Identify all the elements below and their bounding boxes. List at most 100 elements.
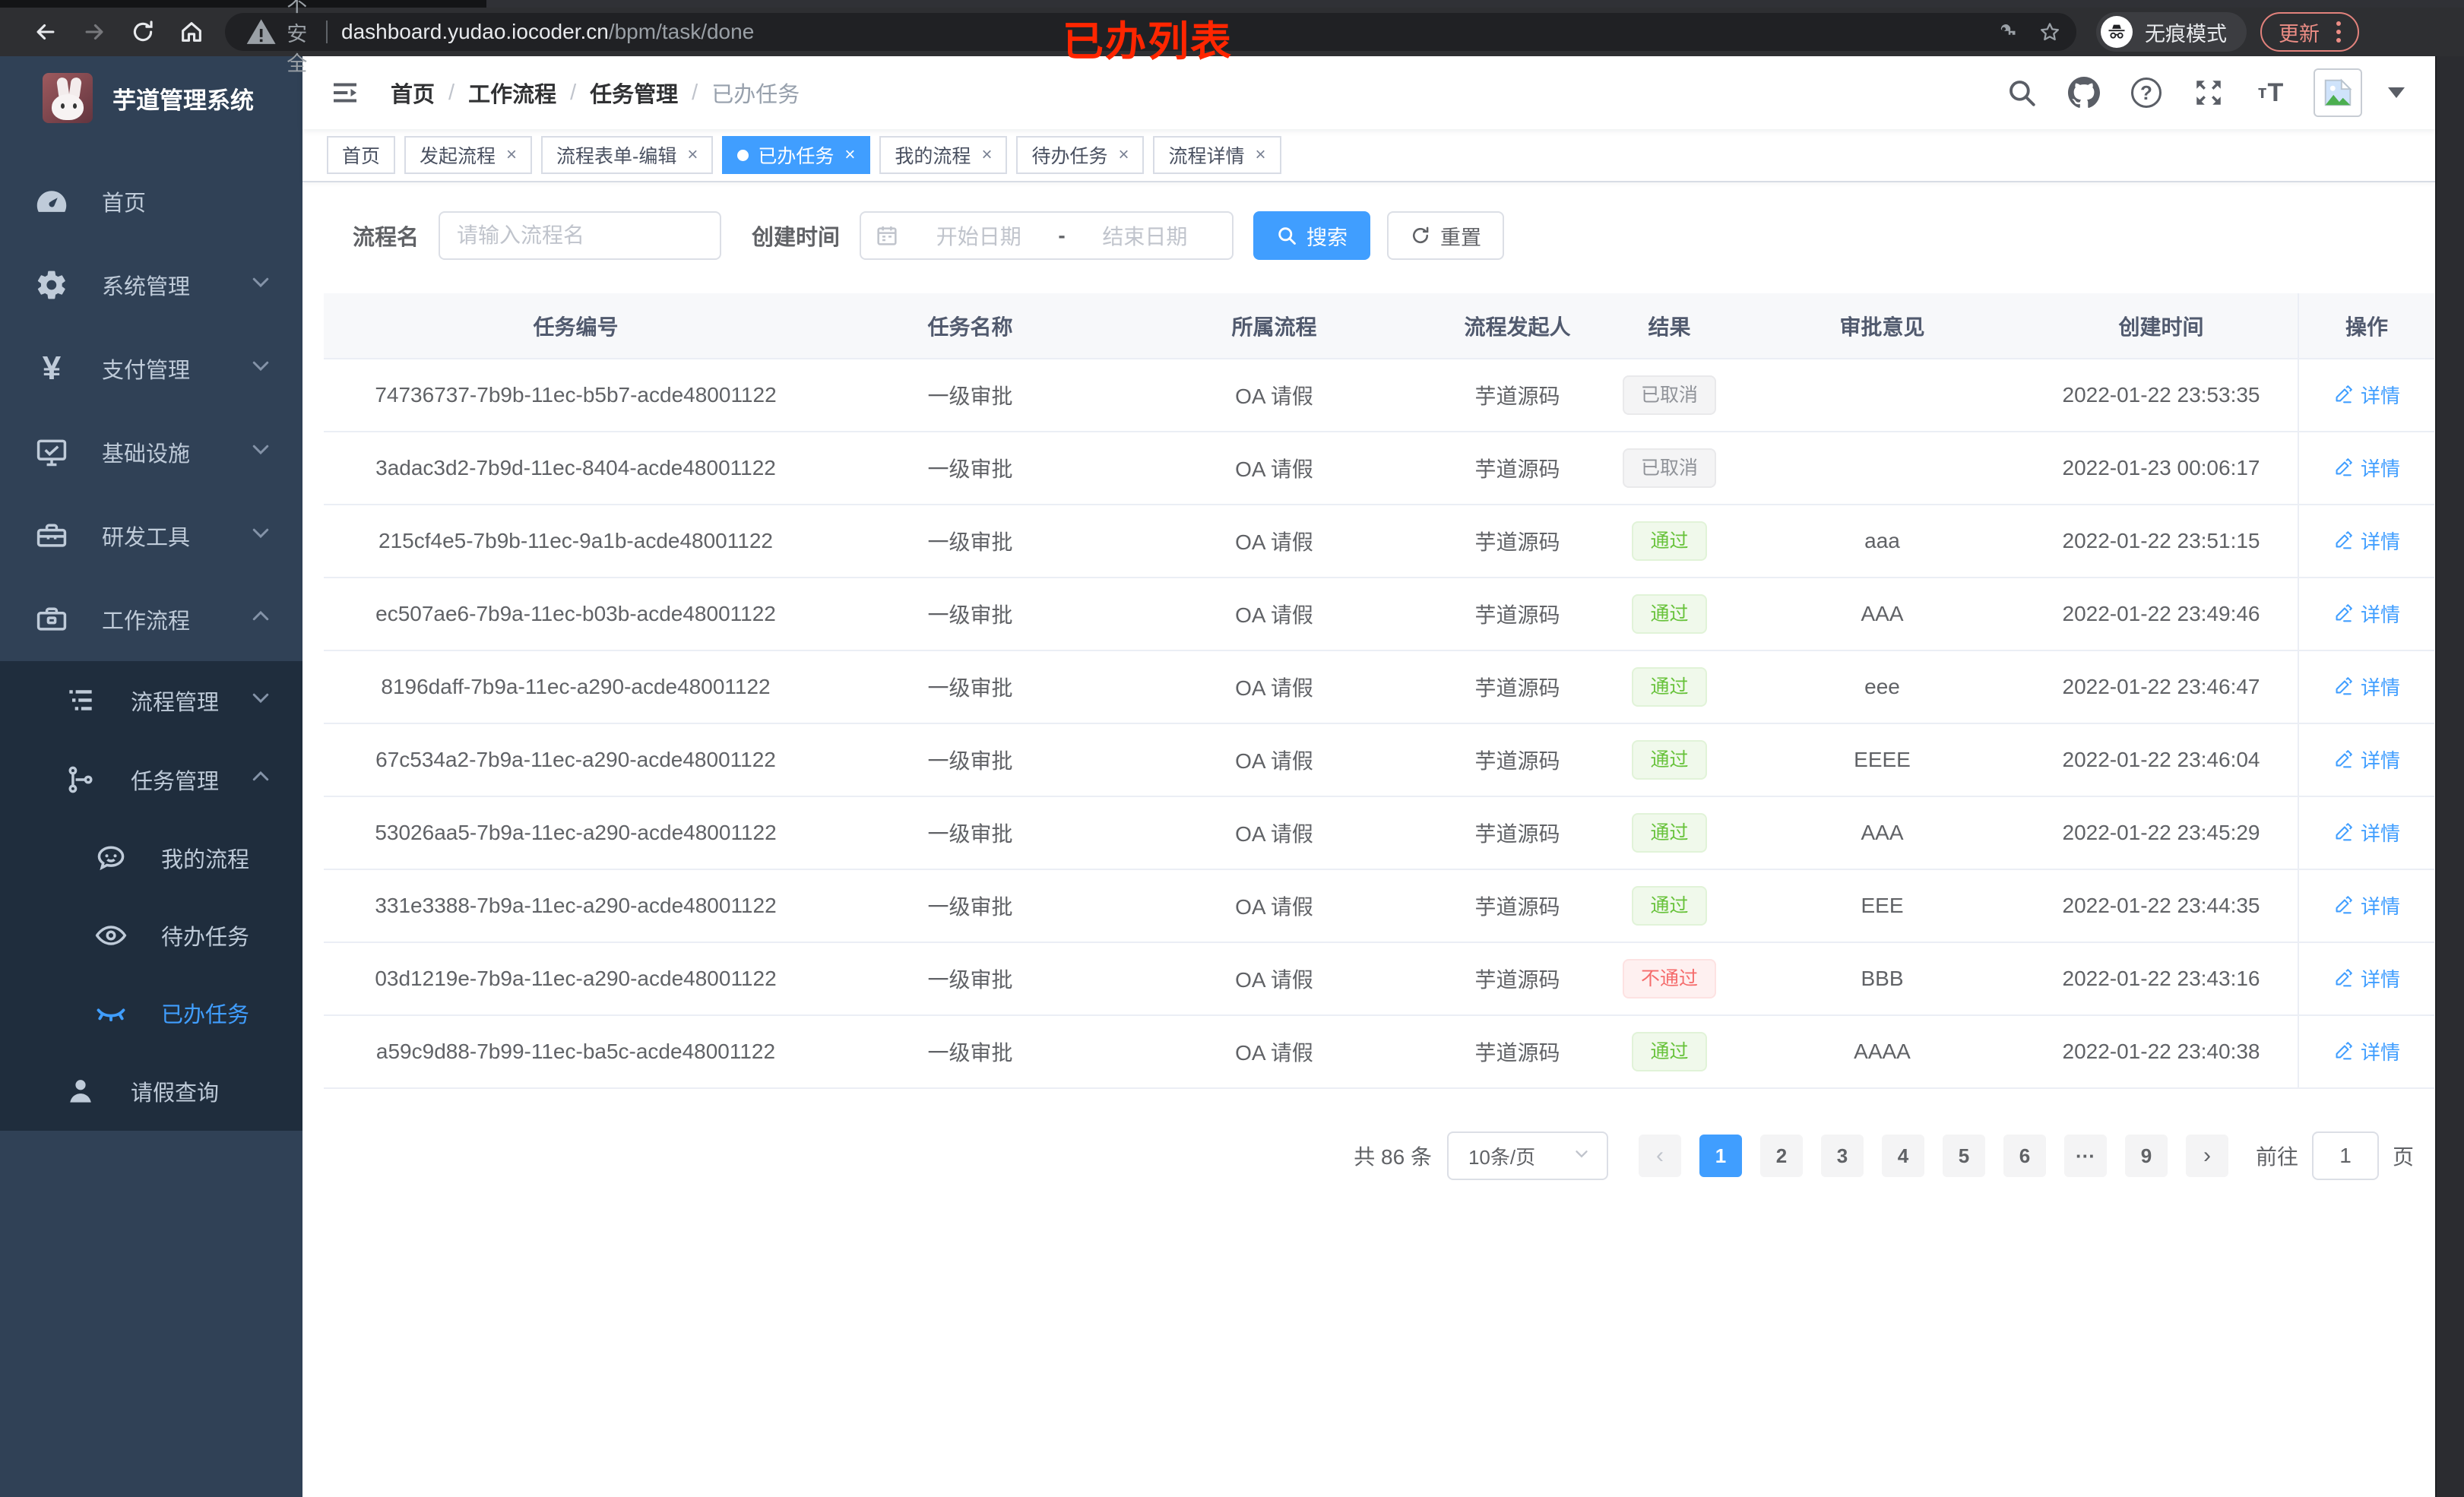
create-time-cell: 2022-01-22 23:49:46 — [2025, 578, 2298, 651]
sidebar-item-home[interactable]: 首页 — [0, 160, 302, 243]
browser-url-bar[interactable]: 不安全 dashboard.yudao.iocoder.cn/bpm/task/… — [225, 0, 2076, 75]
detail-link[interactable]: 详情 — [2333, 891, 2400, 919]
view-tab[interactable]: 待办任务 × — [1016, 136, 1145, 174]
breadcrumb-current: 已办任务 — [711, 83, 800, 107]
comment-cell: EEEE — [1740, 723, 2025, 797]
goto-page-input[interactable] — [2311, 1131, 2379, 1180]
app-logo-row[interactable]: 芋道管理系统 — [0, 56, 302, 138]
github-icon[interactable] — [2064, 73, 2104, 112]
page-size-select[interactable]: 10条/页 — [1446, 1131, 1608, 1180]
detail-link[interactable]: 详情 — [2333, 527, 2400, 555]
avatar-caret-icon[interactable] — [2388, 87, 2405, 98]
browser-menu-icon[interactable] — [2330, 21, 2347, 43]
view-tab[interactable]: 首页 — [327, 136, 396, 174]
browser-forward-button[interactable] — [70, 11, 119, 52]
sidebar-item-label: 请假查询 — [131, 1081, 220, 1106]
sidebar-item-devtools[interactable]: 研发工具 — [0, 494, 302, 578]
task-name-cell: 一级审批 — [828, 505, 1113, 578]
prev-page-button[interactable]: ‹ — [1638, 1135, 1681, 1177]
omnibox-divider — [326, 21, 328, 43]
security-indicator[interactable]: 不安全 — [245, 0, 315, 77]
detail-link[interactable]: 详情 — [2333, 454, 2400, 482]
chevron-down-icon — [249, 271, 272, 299]
browser-active-tab[interactable] — [0, 0, 486, 8]
hamburger-icon[interactable] — [327, 74, 363, 111]
next-page-button[interactable]: › — [2185, 1135, 2228, 1177]
search-button[interactable]: 搜索 — [1253, 211, 1371, 260]
tab-close-icon[interactable]: × — [506, 144, 518, 165]
breadcrumb-home[interactable]: 首页 — [391, 83, 435, 107]
page-number-button[interactable]: 3 — [1820, 1135, 1864, 1177]
sidebar-item-workflow[interactable]: 工作流程 — [0, 578, 302, 661]
page-number-button[interactable]: 2 — [1759, 1135, 1803, 1177]
view-tab[interactable]: 发起流程 × — [404, 136, 533, 174]
process-cell: OA 请假 — [1113, 359, 1436, 432]
bookmark-star-icon[interactable] — [2038, 21, 2061, 43]
sidebar-item-infra[interactable]: 基础设施 — [0, 410, 302, 494]
edit-icon — [2336, 677, 2352, 695]
browser-update-button[interactable]: 更新 — [2260, 12, 2359, 52]
tab-close-icon[interactable]: × — [844, 144, 856, 165]
yen-icon: ¥ — [42, 350, 62, 387]
breadcrumb-task-mgmt[interactable]: 任务管理 — [590, 83, 679, 107]
page-number-button[interactable]: ··· — [2063, 1135, 2107, 1177]
process-cell: OA 请假 — [1113, 505, 1436, 578]
refresh-icon — [1413, 226, 1429, 244]
view-tab[interactable]: 我的流程 × — [879, 136, 1008, 174]
search-icon[interactable] — [2002, 73, 2041, 112]
tree-icon — [62, 761, 99, 798]
breadcrumb-workflow[interactable]: 工作流程 — [468, 83, 557, 107]
task-id-cell: 67c534a2-7b9a-11ec-a290-acde48001122 — [324, 723, 828, 797]
create-time-cell: 2022-01-22 23:43:16 — [2025, 942, 2298, 1016]
detail-link[interactable]: 详情 — [2333, 745, 2400, 774]
sidebar-item-my-process[interactable]: 我的流程 — [0, 819, 302, 897]
process-name-input[interactable] — [439, 211, 722, 260]
sidebar-item-process-mgmt[interactable]: 流程管理 — [0, 661, 302, 740]
page-number-button[interactable]: 9 — [2124, 1135, 2168, 1177]
chevron-down-icon — [249, 686, 272, 715]
avatar[interactable] — [2314, 68, 2362, 117]
scrollbar[interactable] — [2435, 56, 2464, 1497]
sidebar-item-leave-query[interactable]: 请假查询 — [0, 1052, 302, 1131]
sidebar-item-done-task[interactable]: 已办任务 — [0, 974, 302, 1052]
view-tab[interactable]: 流程表单-编辑 × — [541, 136, 714, 174]
detail-link[interactable]: 详情 — [2333, 600, 2400, 628]
sidebar-item-label: 流程管理 — [131, 691, 220, 715]
browser-home-button[interactable] — [167, 11, 216, 52]
create-time-cell: 2022-01-22 23:40:38 — [2025, 1015, 2298, 1089]
browser-back-button[interactable] — [21, 11, 70, 52]
detail-link[interactable]: 详情 — [2333, 673, 2400, 701]
tab-close-icon[interactable]: × — [981, 144, 993, 165]
browser-reload-button[interactable] — [119, 11, 167, 52]
detail-link[interactable]: 详情 — [2333, 381, 2400, 409]
detail-link[interactable]: 详情 — [2333, 1037, 2400, 1065]
page-number-button[interactable]: 1 — [1699, 1135, 1742, 1177]
process-cell: OA 请假 — [1113, 723, 1436, 797]
page-number-button[interactable]: 4 — [1881, 1135, 1924, 1177]
detail-link[interactable]: 详情 — [2333, 818, 2400, 847]
task-name-cell: 一级审批 — [828, 869, 1113, 943]
sidebar-item-label: 已办任务 — [161, 1003, 250, 1027]
help-icon[interactable]: ? — [2127, 73, 2166, 112]
tab-close-icon[interactable]: × — [687, 144, 698, 165]
reset-button[interactable]: 重置 — [1387, 211, 1505, 260]
sidebar-item-task-mgmt[interactable]: 任务管理 — [0, 740, 302, 819]
tab-close-icon[interactable]: × — [1255, 144, 1266, 165]
date-range-picker[interactable]: 开始日期 - 结束日期 — [860, 211, 1234, 260]
view-tab[interactable]: 流程详情 × — [1153, 136, 1281, 174]
tab-close-icon[interactable]: × — [1118, 144, 1129, 165]
sidebar-item-system[interactable]: 系统管理 — [0, 243, 302, 327]
sidebar-item-todo-task[interactable]: 待办任务 — [0, 897, 302, 974]
detail-link[interactable]: 详情 — [2333, 964, 2400, 992]
result-cell: 通过 — [1599, 723, 1740, 797]
sidebar-item-pay[interactable]: ¥ 支付管理 — [0, 327, 302, 410]
comment-cell — [1740, 432, 2025, 505]
table-row: 3adac3d2-7b9d-11ec-8404-acde48001122 一级审… — [324, 432, 2434, 505]
key-icon[interactable] — [1994, 21, 2017, 43]
view-tab[interactable]: 已办任务 × — [722, 136, 871, 174]
page-number-button[interactable]: 6 — [2003, 1135, 2046, 1177]
fullscreen-icon[interactable] — [2189, 73, 2228, 112]
page-number-button[interactable]: 5 — [1942, 1135, 1985, 1177]
